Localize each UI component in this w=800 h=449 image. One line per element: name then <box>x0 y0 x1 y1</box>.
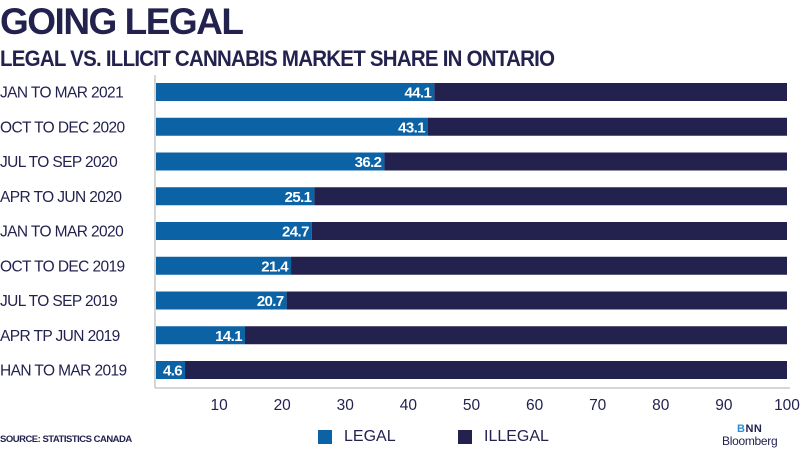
category-label-2: JUL TO SEP 2020 <box>0 154 118 171</box>
data-label-3: 25.1 <box>285 189 312 206</box>
x-tick-label-60: 60 <box>526 397 544 414</box>
bar-illegal-7 <box>244 326 787 345</box>
bars-layer <box>156 83 787 379</box>
bar-illegal-0 <box>434 83 787 101</box>
data-label-5: 21.4 <box>261 258 289 275</box>
data-label-6: 20.7 <box>257 293 284 310</box>
data-label-7: 14.1 <box>215 328 242 345</box>
legend-label-legal: LEGAL <box>344 428 396 445</box>
x-tick-label-70: 70 <box>589 397 607 414</box>
x-tick-label-100: 100 <box>774 397 800 414</box>
x-tick-label-40: 40 <box>400 397 418 414</box>
bar-legal-1 <box>156 117 428 136</box>
bar-legal-2 <box>156 152 385 171</box>
bnn-bloomberg-logo: BNN Bloomberg <box>722 423 778 448</box>
bar-illegal-1 <box>427 117 787 136</box>
legend-swatch-legal <box>318 430 332 444</box>
category-label-8: HAN TO MAR 2019 <box>0 363 127 380</box>
category-label-5: OCT TO DEC 2019 <box>0 258 125 275</box>
legend-item-legal: LEGAL <box>318 428 396 446</box>
x-tick-labels: 10 20 30 40 50 60 70 80 90 100 <box>210 397 800 414</box>
x-tick-label-10: 10 <box>210 397 228 414</box>
category-label-7: APR TP JUN 2019 <box>0 328 120 345</box>
bar-illegal-8 <box>185 361 787 379</box>
bar-illegal-3 <box>314 187 787 206</box>
x-tick-label-80: 80 <box>652 397 670 414</box>
data-label-0: 44.1 <box>404 85 431 102</box>
data-label-2: 36.2 <box>355 154 382 171</box>
legend-label-illegal: ILLEGAL <box>484 428 549 445</box>
data-label-4: 24.7 <box>282 224 309 241</box>
bar-legal-4 <box>156 222 312 240</box>
category-labels: 44.1 JAN TO MAR 2021 43.1 OCT TO DEC 2020 36… <box>0 85 432 380</box>
x-tick-label-90: 90 <box>715 397 733 414</box>
category-label-0: JAN TO MAR 2021 <box>0 85 123 102</box>
bar-illegal-4 <box>311 222 787 240</box>
bar-legal-7 <box>156 326 245 345</box>
chart-subtitle: LEGAL VS. ILLICIT CANNABIS MARKET SHARE … <box>0 46 555 71</box>
source-note: SOURCE: STATISTICS CANADA <box>0 434 132 445</box>
legend-swatch-illegal <box>458 430 472 444</box>
logo-bnn-text: BNN <box>737 423 763 435</box>
data-label-1: 43.1 <box>398 119 425 136</box>
bar-legal-0 <box>156 83 435 101</box>
bar-legal-6 <box>156 291 287 310</box>
bar-illegal-5 <box>291 256 787 275</box>
legend-item-illegal: ILLEGAL <box>458 428 549 446</box>
category-label-4: JAN TO MAR 2020 <box>0 224 124 241</box>
logo-bloomberg-text: Bloomberg <box>722 434 778 448</box>
bar-legal-5 <box>156 256 292 275</box>
category-label-1: OCT TO DEC 2020 <box>0 119 126 136</box>
data-label-8: 4.6 <box>163 363 182 380</box>
x-tick-label-50: 50 <box>463 397 481 414</box>
category-label-3: APR TO JUN 2020 <box>0 189 122 206</box>
chart-title: GOING LEGAL <box>0 1 244 42</box>
bar-legal-3 <box>156 187 315 206</box>
x-tick-label-30: 30 <box>337 397 355 414</box>
bar-illegal-6 <box>286 291 787 310</box>
category-label-6: JUL TO SEP 2019 <box>0 293 117 310</box>
bar-legal-8 <box>156 361 186 379</box>
x-tick-label-20: 20 <box>274 397 292 414</box>
bar-illegal-2 <box>384 152 787 171</box>
